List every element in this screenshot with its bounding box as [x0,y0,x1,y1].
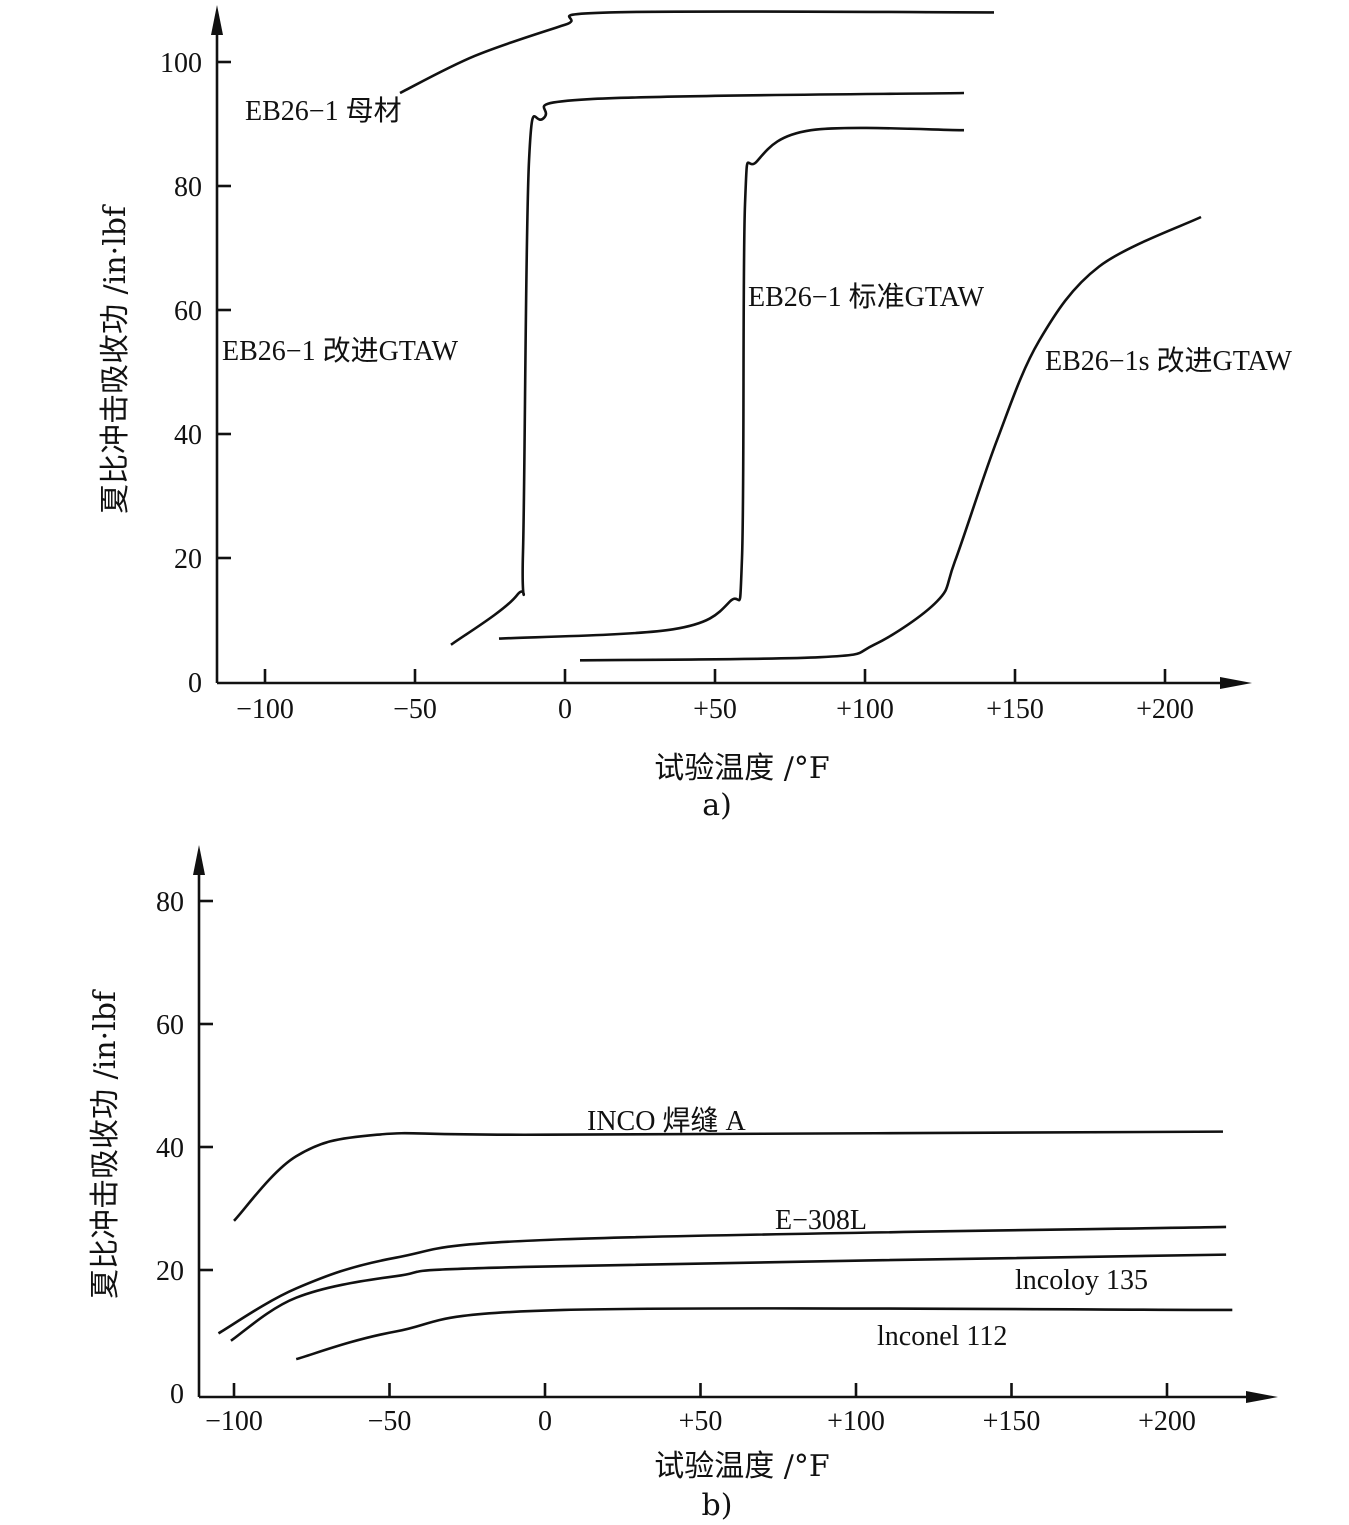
series-line [217,1225,1227,1335]
y-axis-title: 夏比冲击吸收功 /in·lbf [88,989,123,1299]
series-label: EB26−1 标准GTAW [748,281,985,313]
series-label: E−308L [775,1205,867,1236]
x-axis-title: 试验温度 /°F [654,751,829,786]
y-tick-label: 100 [160,48,202,79]
series-label: EB26−1s 改进GTAW [1045,345,1293,377]
x-tick-label: +150 [983,1406,1041,1437]
x-tick-label: 0 [538,1406,552,1437]
series-line [450,91,965,646]
panel-label: a) [702,788,732,823]
y-tick-label: 80 [174,172,202,203]
series-line [295,1307,1233,1361]
series-label: EB26−1 改进GTAW [222,335,459,367]
y-tick-label: 60 [174,296,202,327]
series-line [399,10,995,95]
y-axis-arrow-icon [193,845,205,875]
x-tick-label: −50 [368,1406,412,1437]
y-tick-label: 0 [170,1379,184,1410]
y-tick-label: 20 [156,1256,184,1287]
y-axis-arrow-icon [211,5,223,35]
x-axis-arrow-icon [1246,1391,1278,1403]
y-tick-label: 80 [156,887,184,918]
series-label: EB26−1 母材 [245,95,402,127]
x-axis-title: 试验温度 /°F [654,1449,829,1484]
x-tick-label: +200 [1138,1406,1196,1437]
x-tick-label: −50 [393,694,437,725]
y-tick-label: 40 [156,1133,184,1164]
x-tick-label: +50 [679,1406,723,1437]
y-tick-label: 0 [188,668,202,699]
series-line [233,1130,1223,1222]
y-tick-label: 40 [174,420,202,451]
series-label: lnconel 112 [877,1321,1007,1352]
x-axis-arrow-icon [1220,677,1252,689]
y-tick-label: 20 [174,544,202,575]
x-tick-label: +100 [836,694,894,725]
chart-b: −100 −50 0 +50 +100 +150 +200 0 20 40 60 80 INCO 焊缝 … [88,845,1278,1523]
x-tick-label: +150 [986,694,1044,725]
x-tick-label: +100 [827,1406,885,1437]
x-tick-label: −100 [236,694,294,725]
panel-label: b) [702,1488,733,1523]
y-axis-title: 夏比冲击吸收功 /in·lbf [98,204,133,514]
x-tick-label: +50 [693,694,737,725]
series-line [498,126,965,640]
x-tick-label: +200 [1136,694,1194,725]
series-line [230,1253,1227,1342]
series-label: INCO 焊缝 A [587,1105,746,1137]
y-tick-label: 60 [156,1010,184,1041]
series-label: lncoloy 135 [1015,1265,1148,1296]
chart-a: −100 −50 0 +50 +100 +150 +200 0 20 40 60 80 100 EB26−… [98,5,1293,823]
x-tick-label: −100 [205,1406,263,1437]
x-tick-label: 0 [558,694,572,725]
series-line [579,215,1202,662]
